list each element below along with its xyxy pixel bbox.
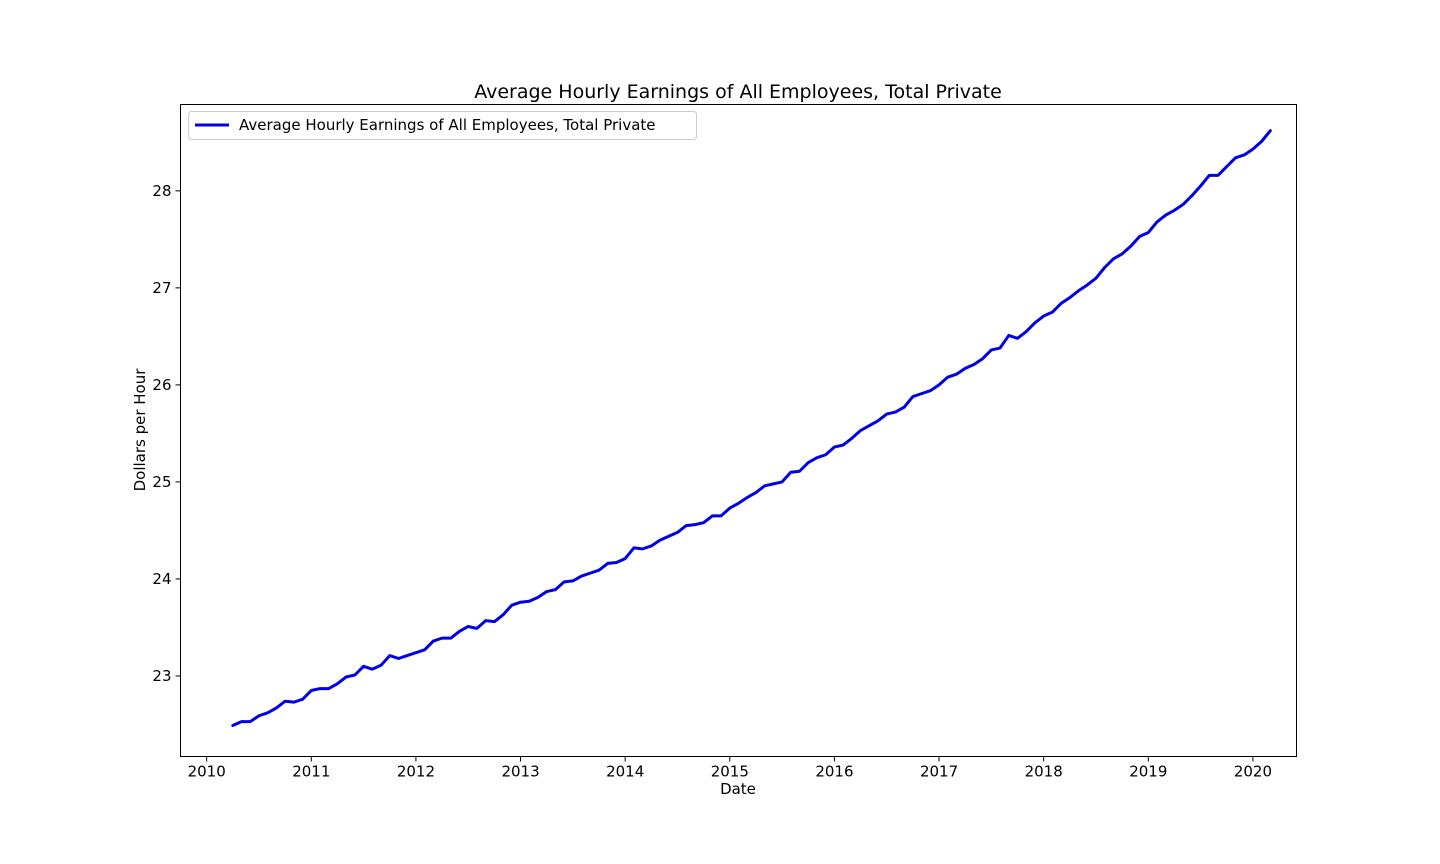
legend-entry-label: Average Hourly Earnings of All Employees… — [239, 116, 656, 134]
plot-area — [231, 129, 1272, 727]
legend: Average Hourly Earnings of All Employees… — [188, 111, 697, 140]
y-tick-label: 27 — [152, 279, 171, 297]
y-tick-label: 26 — [152, 376, 171, 394]
x-tick-label: 2015 — [711, 763, 749, 781]
x-tick-label: 2016 — [815, 763, 853, 781]
x-tick-label: 2013 — [501, 763, 539, 781]
y-axis-label: Dollars per Hour — [131, 368, 149, 492]
y-tick-label: 25 — [152, 473, 171, 491]
y-axis: 23 24 25 26 27 28 — [152, 182, 181, 685]
chart-title: Average Hourly Earnings of All Employees… — [474, 81, 1002, 103]
x-tick-label: 2011 — [292, 763, 330, 781]
x-axis: 2010 2011 2012 2013 2014 2015 2016 2017 2018 2019… — [188, 756, 1272, 781]
y-tick-label: 24 — [152, 570, 171, 588]
x-tick-label: 2010 — [188, 763, 226, 781]
x-tick-label: 2012 — [397, 763, 435, 781]
x-tick-label: 2019 — [1129, 763, 1167, 781]
x-tick-label: 2014 — [606, 763, 644, 781]
y-tick-label: 28 — [152, 182, 171, 200]
x-tick-label: 2017 — [920, 763, 958, 781]
x-tick-label: 2018 — [1025, 763, 1063, 781]
legend-box — [188, 111, 697, 140]
plot-frame — [180, 104, 1297, 757]
x-tick-label: 2020 — [1234, 763, 1272, 781]
y-tick-label: 23 — [152, 667, 171, 685]
x-axis-label: Date — [720, 780, 756, 798]
series-line — [231, 129, 1272, 727]
